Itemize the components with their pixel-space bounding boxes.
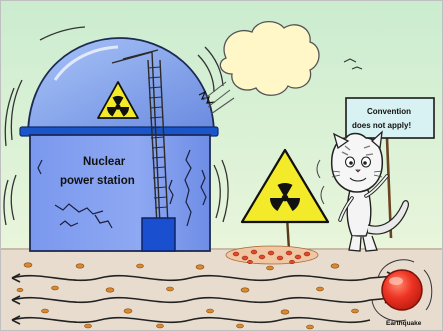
sign-text-line2: does not apply!	[352, 121, 411, 130]
wall-cracks	[37, 149, 207, 229]
warning-triangle-icon	[240, 148, 330, 251]
plant-door	[141, 217, 176, 252]
ground	[0, 248, 443, 331]
seismic-waves	[11, 271, 396, 325]
cloud-icon	[202, 21, 320, 115]
shake-lines	[3, 26, 229, 226]
red-pebble-patch	[225, 245, 319, 265]
pebbles	[16, 262, 359, 330]
station-label-line2: power station	[60, 175, 135, 187]
birds-icon	[343, 58, 363, 70]
sign-text-line1: Convention	[367, 107, 411, 116]
plant-ladder	[111, 49, 169, 226]
sign-board	[345, 97, 435, 139]
station-label-line1: Nuclear	[83, 156, 126, 168]
plant-wall	[29, 134, 211, 252]
earthquake-button-icon	[371, 259, 433, 322]
radiation-hazard-icon	[97, 81, 139, 119]
earthquake-label: Earthquake	[386, 320, 422, 327]
cat-character-icon	[316, 97, 435, 252]
nuclear-plant	[19, 37, 219, 252]
